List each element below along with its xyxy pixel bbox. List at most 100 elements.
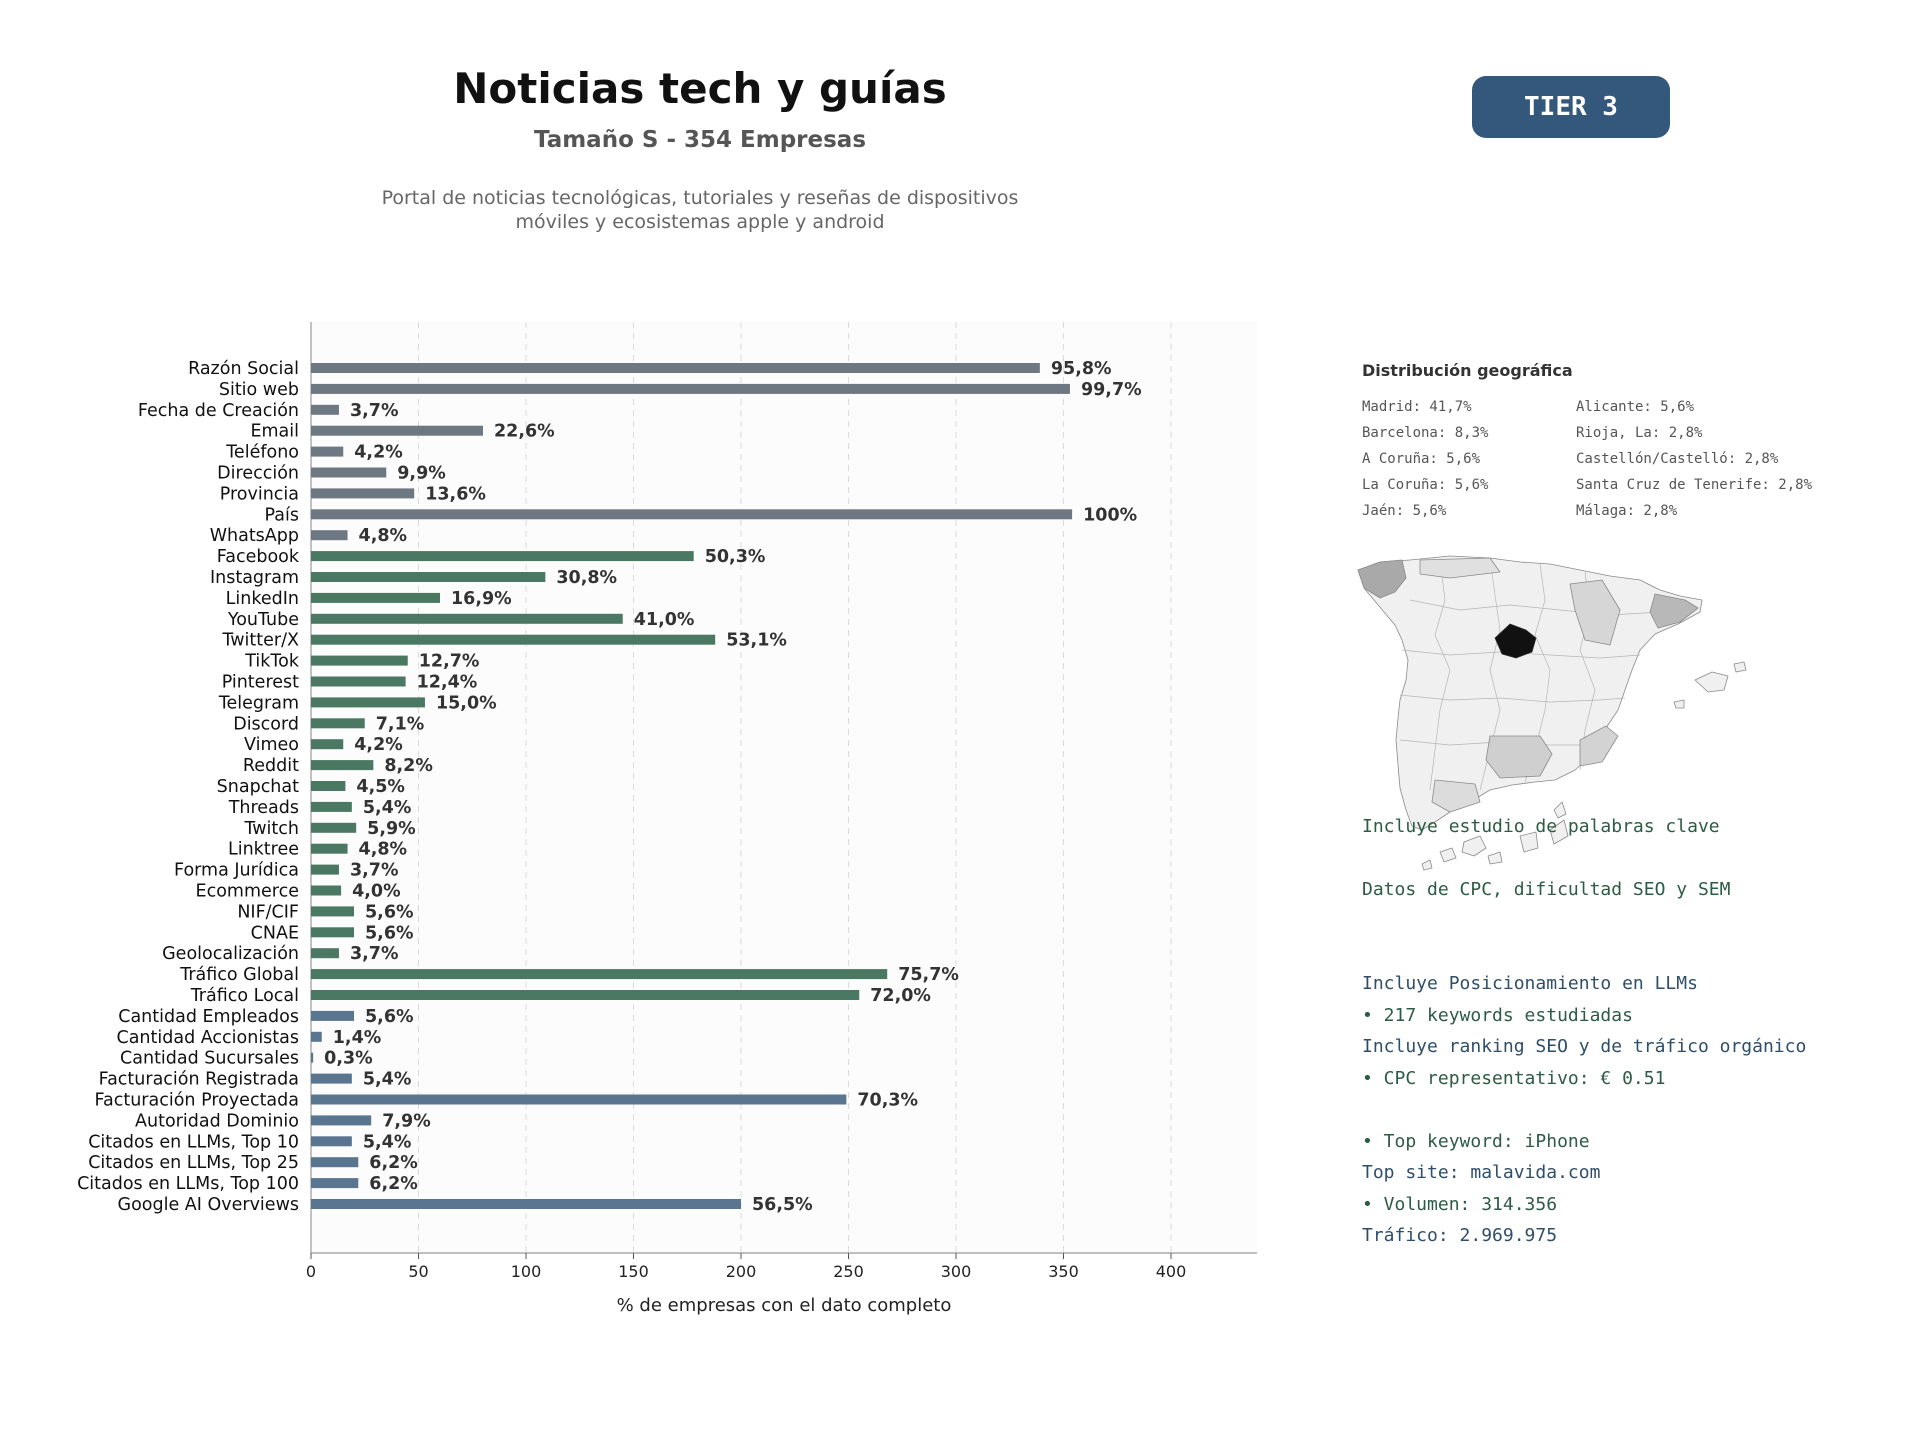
bar [311, 467, 387, 478]
x-tick-label: 200 [726, 1262, 757, 1281]
data-label: 3,7% [350, 944, 399, 964]
page-subtitle: Tamaño S - 354 Empresas [533, 127, 867, 153]
category-label: Google AI Overviews [118, 1195, 299, 1215]
data-label: 4,8% [359, 526, 408, 546]
data-label: 4,5% [356, 777, 405, 797]
geo-item: La Coruña: 5,6% [1362, 477, 1489, 493]
data-label: 100% [1083, 505, 1137, 525]
llm-info: Incluye Posicionamiento en LLMs Incluye … [1362, 931, 1806, 1267]
geo-item: Madrid: 41,7% [1362, 399, 1472, 415]
data-label: 8,2% [384, 756, 433, 776]
llm-line: Tráfico: 2.969.975 [1362, 1225, 1558, 1246]
bar [311, 634, 716, 645]
category-label: Dirección [217, 464, 299, 484]
bar [311, 383, 1070, 394]
geo-item: Málaga: 2,8% [1576, 503, 1678, 519]
geo-item: Santa Cruz de Tenerife: 2,8% [1576, 477, 1813, 493]
bar [311, 425, 483, 436]
category-label: CNAE [251, 923, 299, 943]
map-region-malaga [1431, 779, 1481, 813]
bar [311, 1094, 847, 1105]
page-description: Portal de noticias tecnológicas, tutoria… [350, 186, 1050, 234]
category-label: País [265, 505, 299, 525]
category-label: Teléfono [225, 443, 299, 463]
category-label: Discord [233, 714, 299, 734]
geo-distribution-title: Distribución geográfica [1362, 361, 1573, 380]
bar [311, 363, 1040, 373]
data-label: 12,4% [417, 673, 478, 693]
category-label: LinkedIn [226, 589, 299, 609]
x-tick-label: 50 [408, 1262, 428, 1281]
data-label: 7,9% [382, 1111, 431, 1131]
category-label: Reddit [243, 756, 299, 776]
category-label: Threads [228, 798, 299, 818]
data-label: 5,6% [365, 1007, 414, 1027]
geo-item: Barcelona: 8,3% [1362, 425, 1489, 441]
bar [311, 572, 546, 582]
category-label: Facebook [217, 547, 300, 567]
bar [311, 1031, 322, 1042]
category-label: Fecha de Creación [138, 401, 299, 421]
bar [311, 990, 860, 1000]
bar [311, 1136, 352, 1147]
bar [311, 404, 339, 415]
data-label: 6,2% [369, 1153, 418, 1173]
map-region-north [1419, 557, 1501, 579]
bar [311, 1199, 741, 1209]
bar [311, 948, 339, 959]
category-label: Provincia [220, 484, 299, 504]
bar [311, 488, 415, 499]
bar [311, 843, 348, 854]
bar [311, 906, 354, 917]
data-label: 16,9% [451, 589, 512, 609]
x-tick-label: 150 [618, 1262, 649, 1281]
x-tick-label: 300 [941, 1262, 972, 1281]
data-label: 30,8% [556, 568, 617, 588]
category-label: Citados en LLMs, Top 25 [88, 1153, 299, 1173]
data-label: 4,2% [354, 735, 403, 755]
bar [311, 885, 342, 896]
bar [311, 551, 694, 562]
bar [311, 655, 408, 666]
category-label: Razón Social [188, 359, 299, 379]
category-label: Twitter/X [221, 631, 299, 651]
map-region-jaen [1485, 735, 1553, 779]
category-label: Snapchat [217, 777, 299, 797]
map-region-madrid [1494, 623, 1537, 659]
data-label: 5,6% [365, 923, 414, 943]
bar [311, 1010, 354, 1021]
bar [311, 1073, 352, 1084]
geo-item: Alicante: 5,6% [1576, 399, 1695, 415]
description-line: Portal de noticias tecnológicas, tutoria… [381, 187, 1019, 209]
category-label: Ecommerce [196, 882, 299, 902]
bar [311, 760, 374, 771]
tier-badge: TIER 3 [1472, 76, 1670, 138]
category-label: YouTube [227, 610, 299, 630]
data-label: 12,7% [419, 652, 480, 672]
category-label: Twitch [243, 819, 299, 839]
bar [311, 969, 888, 980]
data-label: 95,8% [1051, 359, 1112, 379]
data-label: 70,3% [857, 1091, 918, 1111]
keywords-line: • Volumen: 314.356 [1362, 1194, 1558, 1215]
bar [311, 801, 352, 812]
category-label: Email [250, 422, 299, 442]
keywords-line: Incluye estudio de palabras clave [1362, 816, 1720, 837]
data-label: 9,9% [397, 464, 446, 484]
data-label: 15,0% [436, 693, 497, 713]
keywords-line: • CPC representativo: € 0.51 [1362, 1068, 1666, 1089]
category-label: Pinterest [222, 673, 299, 693]
x-tick-label: 400 [1156, 1262, 1187, 1281]
bar [311, 781, 346, 791]
data-label: 3,7% [350, 861, 399, 881]
bar [311, 592, 440, 603]
data-label: 72,0% [870, 986, 931, 1006]
data-label: 1,4% [333, 1028, 382, 1048]
x-axis-label: % de empresas con el dato completo [617, 1295, 952, 1316]
data-label: 99,7% [1081, 380, 1142, 400]
bar [311, 1115, 372, 1126]
spain-map [1357, 555, 1747, 871]
bar [311, 1157, 359, 1168]
geo-item: Jaén: 5,6% [1362, 503, 1447, 519]
x-tick-label: 250 [833, 1262, 864, 1281]
